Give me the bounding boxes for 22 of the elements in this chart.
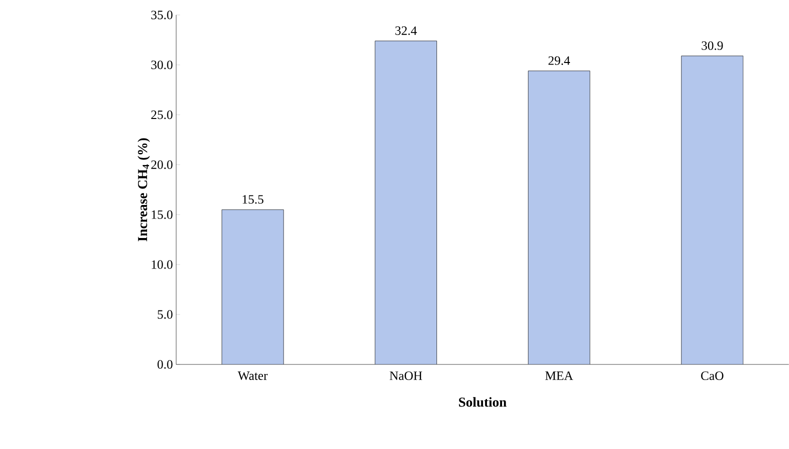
bar [375, 40, 437, 364]
y-axis-title: Increase CH$_{4}$ (%) [138, 138, 150, 242]
x-axis-title: Solution [459, 397, 506, 407]
data-label: 15.5 [242, 195, 264, 204]
bar [222, 210, 284, 364]
y-tick-label: 25.0 [151, 110, 172, 119]
data-label: 29.4 [548, 56, 570, 65]
y-tick-label: 10.0 [152, 260, 172, 269]
data-label: 30.9 [702, 41, 723, 50]
x-tick-label: Water [238, 371, 268, 380]
y-tick-label: 35.0 [151, 10, 172, 20]
x-tick-label: NaOH [390, 371, 422, 380]
bar [528, 70, 590, 364]
y-tick-label: 30.0 [151, 60, 172, 70]
y-tick-label: 0.0 [158, 360, 172, 369]
x-tick-label: CaO [701, 371, 724, 380]
bar [681, 56, 744, 364]
y-tick-label: 15.0 [152, 210, 172, 219]
x-tick-label: MEA [545, 371, 574, 380]
y-tick-label: 20.0 [151, 160, 172, 169]
y-tick-label: 5.0 [158, 310, 172, 319]
data-label: 32.4 [395, 26, 417, 35]
